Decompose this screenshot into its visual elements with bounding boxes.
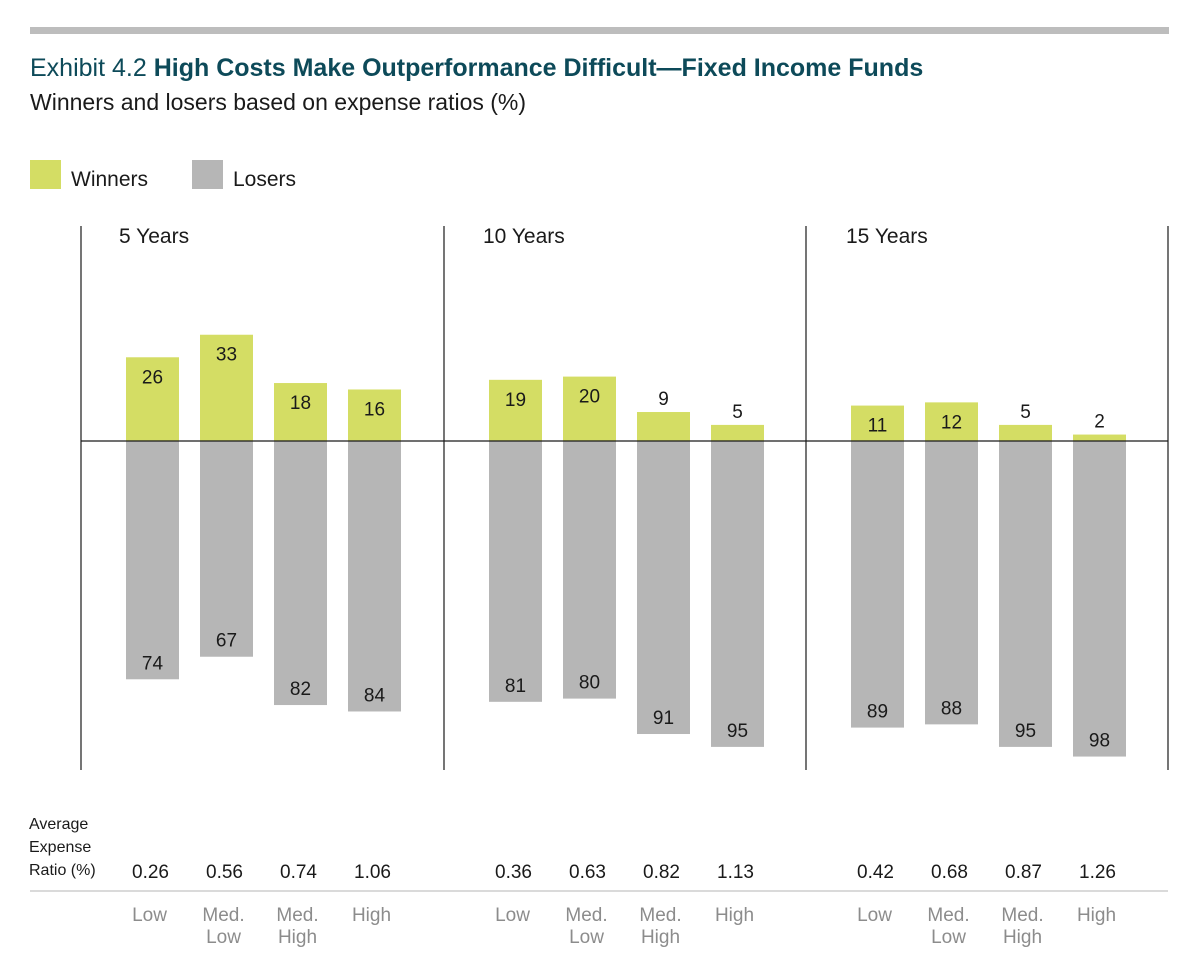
loser-bar	[563, 441, 616, 699]
winner-value-label: 11	[868, 416, 888, 437]
winner-bar	[999, 424, 1052, 441]
category-label: High	[1077, 905, 1116, 926]
category-label: High	[715, 905, 754, 926]
winner-bar	[274, 383, 327, 441]
winner-bar	[851, 405, 904, 441]
loser-bar	[851, 441, 904, 728]
expense-ratio-value: 1.13	[717, 862, 754, 883]
expense-ratio-value: 1.26	[1079, 862, 1116, 883]
loser-bar	[999, 441, 1052, 747]
loser-bar	[126, 441, 179, 680]
category-label: Med.	[276, 905, 318, 926]
exhibit-title: Exhibit 4.2 High Costs Make Outperforman…	[30, 54, 923, 83]
winner-value-label: 33	[216, 345, 237, 366]
expense-ratio-value: 0.63	[569, 862, 606, 883]
legend-label-losers: Losers	[233, 168, 297, 191]
expense-ratio-value: 0.68	[931, 862, 968, 883]
loser-bar	[1073, 441, 1126, 757]
winner-value-label: 9	[658, 389, 669, 410]
top-rule	[30, 27, 1169, 34]
winner-value-label: 20	[579, 387, 600, 408]
winner-bar	[1073, 434, 1126, 441]
winner-bar	[489, 379, 542, 441]
ratio-header-line3: Ratio (%)	[29, 862, 96, 879]
category-label: Low	[931, 927, 966, 948]
winner-bar	[126, 357, 179, 441]
expense-ratio-value: 0.56	[206, 862, 243, 883]
legend-swatch-winners	[30, 160, 61, 189]
loser-bar	[489, 441, 542, 702]
panel-label: 10 Years	[483, 225, 565, 248]
loser-bar	[637, 441, 690, 735]
loser-value-label: 95	[1015, 721, 1036, 742]
loser-value-label: 82	[290, 679, 311, 700]
loser-value-label: 81	[505, 676, 526, 697]
loser-value-label: 98	[1089, 731, 1110, 752]
ratio-header-line1: Average	[29, 816, 89, 833]
winner-bar	[637, 412, 690, 441]
loser-value-label: 95	[727, 721, 748, 742]
panel-label: 15 Years	[846, 225, 928, 248]
winner-bar	[711, 424, 764, 441]
winner-value-label: 5	[732, 402, 743, 423]
category-label: High	[278, 927, 317, 948]
category-label: High	[1003, 927, 1042, 948]
expense-ratio-value: 0.26	[132, 862, 169, 883]
winner-value-label: 5	[1020, 402, 1031, 423]
loser-bar	[348, 441, 401, 712]
category-label: Low	[495, 905, 530, 926]
legend-label-winners: Winners	[71, 168, 149, 191]
category-label: Med.	[1001, 905, 1043, 926]
winner-value-label: 26	[142, 367, 163, 388]
expense-ratio-value: 1.06	[354, 862, 391, 883]
loser-value-label: 80	[579, 673, 600, 694]
winner-bar	[200, 334, 253, 441]
loser-value-label: 74	[142, 653, 164, 674]
loser-value-label: 67	[216, 631, 237, 652]
loser-bar	[274, 441, 327, 706]
winner-value-label: 19	[505, 390, 526, 411]
loser-value-label: 89	[867, 702, 888, 723]
winner-bar	[925, 402, 978, 441]
loser-value-label: 91	[653, 708, 674, 729]
loser-bar	[925, 441, 978, 725]
ratio-header-line2: Expense	[29, 839, 92, 856]
winner-bar	[348, 389, 401, 441]
legend-swatch-losers	[192, 160, 223, 189]
expense-ratio-value: 0.74	[280, 862, 317, 883]
expense-ratio-value: 0.87	[1005, 862, 1042, 883]
category-label: Med.	[565, 905, 607, 926]
category-label: Low	[132, 905, 167, 926]
exhibit-label: Exhibit 4.2	[30, 54, 147, 82]
panel-label: 5 Years	[119, 225, 189, 248]
exhibit-subtitle: Winners and losers based on expense rati…	[30, 89, 527, 115]
winner-value-label: 16	[364, 399, 385, 420]
category-label: Med.	[202, 905, 244, 926]
winner-bar	[563, 376, 616, 441]
winner-value-label: 18	[290, 393, 311, 414]
winner-value-label: 2	[1094, 412, 1105, 433]
category-label: Med.	[639, 905, 681, 926]
category-label: High	[352, 905, 391, 926]
expense-ratio-header: Average Expense Ratio (%)	[29, 813, 96, 882]
expense-ratio-value: 0.82	[643, 862, 680, 883]
title-text: High Costs Make Outperformance Difficult…	[153, 54, 924, 82]
expense-ratio-value: 0.36	[495, 862, 532, 883]
category-label: Low	[857, 905, 892, 926]
expense-ratio-value: 0.42	[857, 862, 894, 883]
loser-value-label: 88	[941, 698, 962, 719]
category-label: Low	[569, 927, 604, 948]
category-label: Low	[206, 927, 241, 948]
loser-bar	[200, 441, 253, 657]
winner-value-label: 12	[941, 412, 962, 433]
loser-value-label: 84	[364, 685, 386, 706]
loser-bar	[711, 441, 764, 747]
category-label: Med.	[927, 905, 969, 926]
category-label: High	[641, 927, 680, 948]
